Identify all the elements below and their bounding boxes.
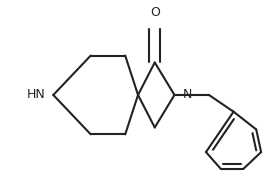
- Text: N: N: [182, 88, 192, 101]
- Text: O: O: [150, 6, 160, 19]
- Text: HN: HN: [27, 88, 45, 101]
